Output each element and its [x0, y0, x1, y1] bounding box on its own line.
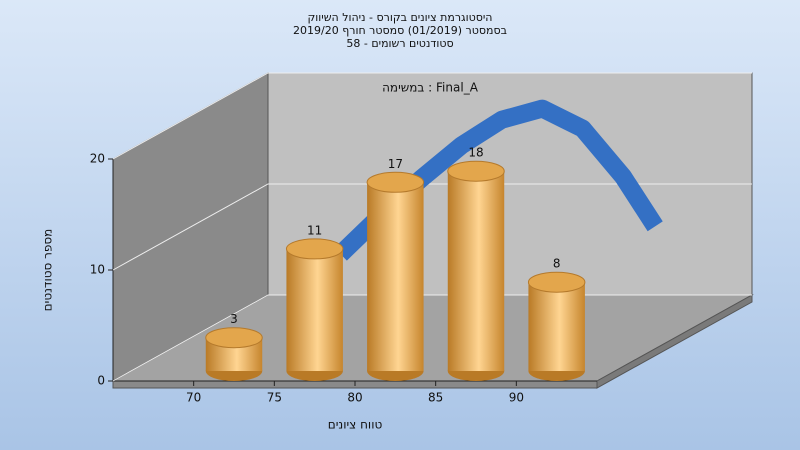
bar [367, 182, 424, 371]
value-label: 17 [388, 157, 403, 171]
chart-subtitle: בסמסטר (01/2019) סמסטר חורף 2019/20 [293, 24, 507, 37]
x-tick-label: 70 [186, 391, 201, 405]
grid-line [112, 72, 752, 160]
y-tick-label: 10 [90, 263, 105, 277]
bar [528, 282, 585, 371]
value-label: 18 [468, 146, 483, 160]
value-label: 3 [230, 312, 238, 326]
bar-top [447, 160, 505, 182]
y-axis-label: מספר סטודנטים [41, 229, 55, 312]
bar-top [366, 171, 425, 193]
bar-top [527, 271, 586, 293]
y-tick-label: 0 [97, 374, 105, 388]
bar [286, 248, 343, 371]
floor-edge [596, 294, 753, 389]
x-tick-label: 90 [509, 391, 524, 405]
x-tick-label: 75 [267, 391, 282, 405]
bar-top [285, 238, 344, 260]
chart-title: היסטוגרמת ציונים בקורס - ניהול השיווק [307, 11, 492, 24]
y-tick-label: 20 [90, 152, 105, 166]
x-tick-label: 80 [347, 391, 362, 405]
bar-top [205, 327, 263, 349]
chart-subtitle: סטודנטים רשומים - 58 [346, 37, 453, 50]
annotation: במשימה : Final_A [382, 81, 479, 95]
value-label: 11 [307, 223, 322, 237]
grid-line [112, 294, 752, 382]
x-tick-label: 85 [428, 391, 443, 405]
grid-line [112, 183, 752, 271]
value-label: 8 [553, 257, 561, 271]
x-axis-label: טווח ציונים [328, 418, 383, 432]
bar [447, 171, 505, 371]
